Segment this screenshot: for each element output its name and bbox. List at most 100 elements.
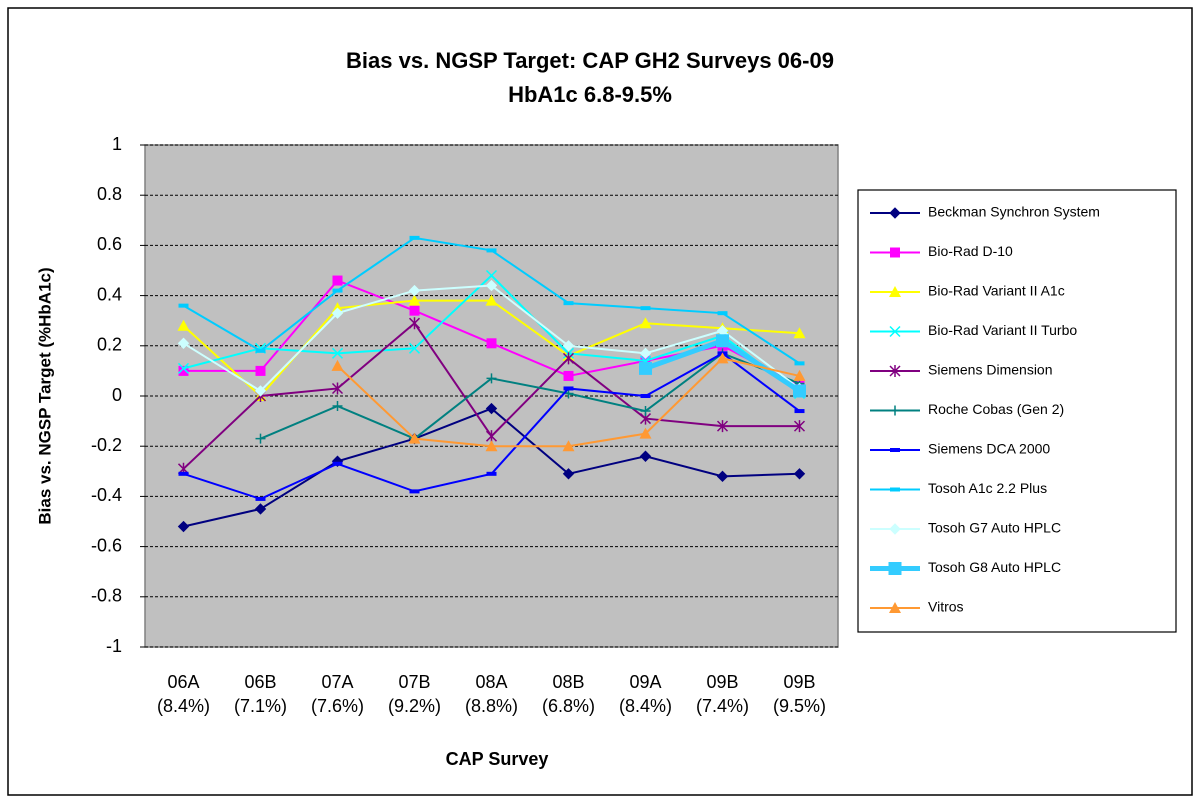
marker [562,468,575,480]
marker [485,402,498,415]
legend-marker [889,602,901,613]
marker [331,382,344,395]
legend-label: Tosoh A1c 2.2 Plus [928,480,1047,496]
marker [639,347,652,360]
x-tick-label: 08A (8.8%) [464,672,518,716]
chart-title: Bias vs. NGSP Target: CAP GH2 Surveys 06… [346,48,834,73]
marker [716,352,729,364]
legend-marker [888,562,902,575]
marker [408,432,421,444]
marker [793,420,806,433]
marker [640,406,651,417]
y-tick-label: 0.8 [97,184,122,204]
marker [331,359,344,371]
marker [485,430,498,443]
marker [331,347,344,359]
marker [716,334,729,348]
marker [562,352,575,365]
marker [177,337,190,349]
x-tick-label: 09A (8.4%) [618,672,672,716]
y-tick-label: 0.4 [97,284,122,304]
marker [177,362,190,374]
legend-label: Beckman Synchron System [928,204,1100,220]
marker [177,520,190,533]
marker [485,279,498,292]
marker [794,361,805,366]
legend-marker [889,207,901,219]
marker [717,311,728,316]
legend-label: Tosoh G7 Auto HPLC [928,520,1061,536]
legend-label: Bio-Rad D-10 [928,243,1013,259]
marker [563,301,574,306]
marker [563,386,574,391]
marker [562,340,575,352]
y-tick-label: 0.2 [97,335,122,355]
legend-marker [889,523,901,535]
marker [793,369,806,381]
marker [640,394,651,398]
marker [409,235,420,240]
marker [639,361,652,375]
marker [255,496,266,501]
legend-label: Siemens DCA 2000 [928,441,1050,457]
x-tick-label: 09B (7.4%) [695,672,749,716]
marker [178,471,189,476]
marker [486,373,497,384]
marker [255,365,266,376]
marker [485,294,498,306]
marker [178,365,189,376]
marker [486,248,497,253]
marker [332,275,343,286]
marker [793,384,806,398]
marker [639,450,652,462]
marker [639,427,652,439]
x-axis-title: CAP Survey [446,749,549,769]
y-tick-label: 1 [112,134,122,154]
x-tick-label: 06A (8.4%) [156,672,210,716]
marker [332,401,343,412]
marker [716,470,729,483]
marker [793,468,806,480]
marker [409,305,420,316]
marker [408,342,421,354]
y-tick-label: -0.8 [91,586,122,606]
marker [640,306,651,311]
legend-label: Roche Cobas (Gen 2) [928,401,1064,417]
y-tick-label: -0.2 [91,435,122,455]
marker [332,461,343,466]
y-tick-label: -0.4 [91,485,122,505]
y-tick-label: 0 [112,385,122,405]
marker [793,327,806,339]
legend-marker [890,247,900,258]
marker [178,303,189,308]
x-tick-label: 09B (9.5%) [772,672,826,716]
chart-subtitle: HbA1c 6.8-9.5% [508,82,672,107]
marker [409,489,420,494]
marker [255,433,266,444]
legend-label: Bio-Rad Variant II A1c [928,283,1065,299]
marker [485,269,498,282]
marker [408,317,421,330]
marker [485,440,498,452]
legend-label: Bio-Rad Variant II Turbo [928,322,1077,338]
legend-marker [890,405,900,416]
legend-marker [889,286,901,297]
y-tick-label: 0.6 [97,234,122,254]
marker [486,338,497,349]
marker [563,370,574,381]
marker [408,284,421,297]
x-tick-label: 06B (7.1%) [233,672,287,716]
marker [254,503,267,515]
marker [255,348,266,353]
legend-marker [889,325,901,338]
legend-marker [890,487,900,492]
legend-label: Tosoh G8 Auto HPLC [928,559,1061,575]
marker [562,440,575,452]
marker [486,471,497,476]
marker [254,385,267,397]
legend-marker [889,365,901,377]
x-tick-label: 08B (6.8%) [541,672,595,716]
x-tick-label: 07A (7.6%) [310,672,364,716]
y-axis-title: Bias vs. NGSP Target (%HbA1c) [35,267,54,524]
marker [794,409,805,414]
